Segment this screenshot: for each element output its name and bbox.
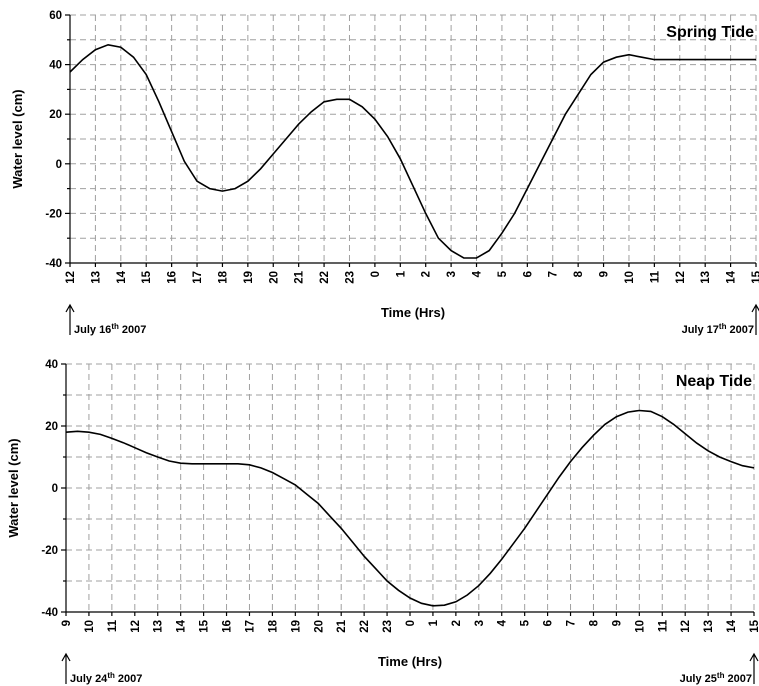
neap-x-tick-label: 13 [153,620,165,633]
spring-end-date-label: July 17th 2007 [682,322,754,336]
spring-chart-title: Spring Tide [666,24,754,41]
neap-y-tick-label: -20 [41,545,58,557]
neap-start-date-label: July 24th 2007 [70,671,142,685]
neap-x-tick-label: 10 [84,620,96,633]
spring-x-tick-label: 10 [624,271,636,284]
spring-x-tick-label: 13 [700,271,712,284]
spring-x-tick-label: 15 [751,270,759,283]
neap-y-tick-label: 20 [45,421,58,433]
neap-x-tick-label: 22 [359,620,371,633]
neap-x-tick-label: 21 [336,619,348,632]
neap-x-tick-label: 0 [405,620,417,626]
spring-x-tick-label: 18 [217,270,229,283]
spring-x-tick-label: 1 [395,270,407,277]
neap-x-tick-label: 7 [566,620,578,626]
neap-x-tick-label: 11 [657,619,669,632]
spring-y-tick-label: 20 [49,109,62,121]
spring-x-tick-label: 5 [497,270,509,277]
neap-x-tick-label: 11 [107,619,119,632]
spring-y-tick-label: -20 [45,208,62,220]
spring-x-tick-label: 12 [675,271,687,284]
neap-x-tick-label: 14 [176,619,188,632]
neap-x-tick-label: 12 [680,620,692,633]
spring-x-tick-label: 0 [370,271,382,277]
spring-x-tick-label: 15 [141,270,153,283]
neap-x-tick-label: 2 [451,620,463,626]
spring-x-tick-label: 13 [90,271,102,284]
neap-y-tick-label: 40 [45,359,58,371]
spring-x-tick-label: 4 [472,270,484,277]
neap-x-tick-label: 9 [61,620,73,626]
neap-x-tick-label: 20 [313,620,325,633]
spring-x-tick-label: 20 [268,271,280,284]
neap-x-tick-label: 12 [130,620,142,633]
neap-x-tick-label: 15 [199,619,211,632]
neap-x-tick-label: 4 [497,619,509,626]
spring-y-tick-label: 60 [49,10,62,22]
spring-x-tick-label: 11 [649,270,661,283]
spring-x-tick-label: 16 [167,271,179,284]
neap-x-tick-label: 16 [222,620,234,633]
neap-x-tick-label: 6 [543,620,555,626]
neap-x-tick-label: 1 [428,619,440,626]
neap-x-tick-label: 3 [474,620,486,626]
spring-x-tick-label: 23 [344,271,356,284]
neap-x-tick-label: 19 [290,620,302,633]
neap-y-tick-label: -40 [41,607,58,619]
spring-x-tick-label: 8 [573,270,585,277]
neap-x-tick-label: 18 [267,619,279,632]
neap-start-date-arrow [61,652,71,684]
neap-x-tick-label: 13 [703,620,715,633]
spring-x-tick-label: 19 [243,271,255,284]
spring-y-tick-label: 0 [56,159,62,171]
spring-x-tick-label: 14 [116,270,128,283]
spring-x-tick-label: 7 [548,271,560,277]
neap-x-axis-title: Time (Hrs) [378,654,442,669]
neap-chart-title: Neap Tide [676,373,752,390]
spring-x-tick-label: 3 [446,271,458,277]
spring-x-tick-label: 22 [319,271,331,284]
spring-y-tick-label: -40 [45,258,62,270]
neap-y-tick-label: 0 [52,483,58,495]
spring-x-tick-label: 21 [294,270,306,283]
spring-water-level-line [69,43,756,259]
neap-x-tick-label: 8 [588,619,600,626]
spring-x-tick-label: 14 [726,270,738,283]
spring-y-axis-title: Water level (cm) [10,89,25,188]
neap-end-date-label: July 25th 2007 [680,671,752,685]
spring-x-axis-title: Time (Hrs) [381,305,445,320]
neap-end-date-arrow [749,652,759,684]
neap-x-tick-label: 17 [244,620,256,633]
neap-y-axis-title: Water level (cm) [6,438,21,537]
neap-x-tick-label: 5 [520,619,532,626]
neap-water-level-line [65,409,755,607]
spring-x-tick-label: 6 [522,271,534,277]
spring-x-tick-label: 2 [421,271,433,277]
spring-start-date-arrow [65,303,75,335]
spring-x-tick-label: 17 [192,271,204,284]
spring-x-tick-label: 12 [65,271,77,284]
neap-x-tick-label: 14 [726,619,738,632]
neap-x-tick-label: 10 [634,620,646,633]
neap-x-tick-label: 15 [749,619,759,632]
spring-x-tick-label: 9 [599,271,611,277]
neap-x-tick-label: 23 [382,620,394,633]
spring-start-date-label: July 16th 2007 [74,322,146,336]
neap-x-tick-label: 9 [611,620,623,626]
spring-y-tick-label: 40 [49,60,62,72]
